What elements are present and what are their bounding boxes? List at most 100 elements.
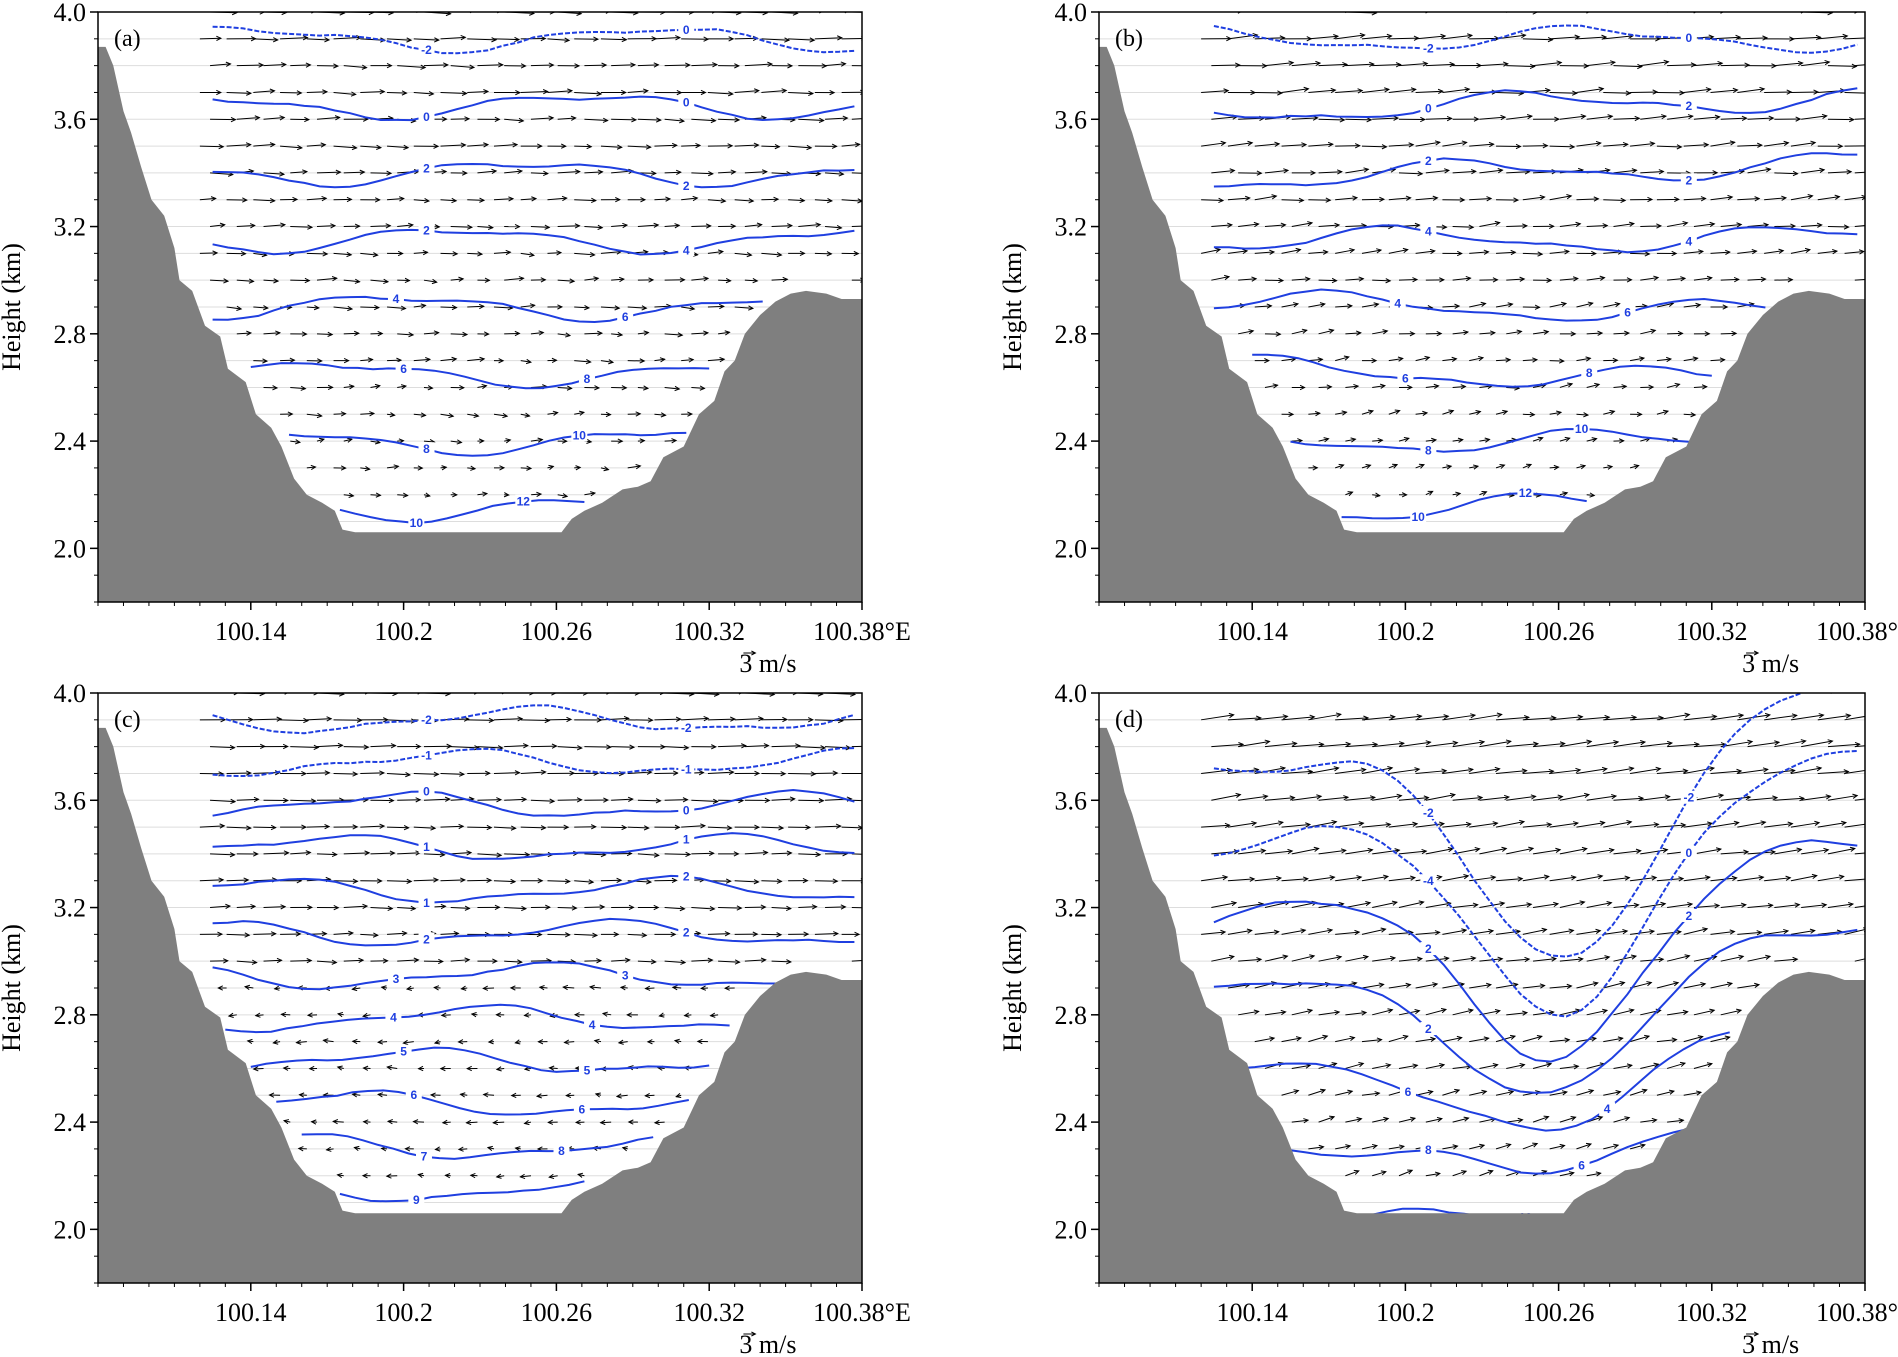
vector-head <box>1483 249 1490 255</box>
vector-head <box>641 305 648 311</box>
vector-head <box>268 1092 275 1098</box>
contour-label: 0 <box>423 784 430 798</box>
wind-vector <box>744 959 766 962</box>
vector-head <box>1818 713 1825 719</box>
wind-vector <box>557 494 568 497</box>
vector-head <box>1386 33 1393 39</box>
wind-vector <box>1318 63 1347 67</box>
wind-vector <box>1790 249 1810 254</box>
vector-head <box>1377 437 1384 444</box>
vector-head <box>1703 142 1710 148</box>
wind-vector <box>1603 664 1638 666</box>
vector-head <box>1641 1088 1648 1094</box>
vector-head <box>440 903 447 910</box>
vector-head <box>1367 409 1375 415</box>
wind-vector <box>1586 693 1590 694</box>
wind-vector <box>1388 1145 1404 1150</box>
vector-head <box>466 664 471 668</box>
wind-vector <box>1372 1171 1386 1177</box>
vector-head <box>818 798 825 804</box>
x-tick-label: 100.2 <box>1376 1298 1435 1327</box>
wind-vector <box>1683 413 1696 416</box>
vector-head <box>590 824 597 830</box>
wind-vector <box>681 825 705 828</box>
vector-head <box>659 357 666 363</box>
wind-vector <box>306 413 322 417</box>
wind-vector <box>1506 958 1530 962</box>
vector-head <box>1275 331 1282 337</box>
wind-vector <box>360 145 381 149</box>
wind-vector <box>1335 305 1352 308</box>
vector-head <box>840 904 847 910</box>
vector-head <box>1580 464 1587 470</box>
vector-head <box>773 196 780 202</box>
vector-head <box>1276 875 1283 882</box>
wind-vector <box>226 306 242 310</box>
vector-head <box>1267 688 1272 692</box>
wind-vector <box>628 666 656 667</box>
vector-head <box>1575 767 1582 774</box>
wind-vector <box>1425 117 1452 120</box>
vector-head <box>1331 277 1338 284</box>
wind-vector <box>236 64 264 67</box>
vector-head <box>495 1066 502 1072</box>
wind-vector <box>1882 691 1898 693</box>
vector-head <box>1513 197 1520 203</box>
wind-vector <box>477 493 487 496</box>
vector-head <box>337 742 344 749</box>
wind-vector <box>1372 901 1397 909</box>
wind-vector <box>708 666 733 667</box>
wind-vector <box>1442 88 1470 93</box>
wind-vector <box>664 960 686 964</box>
vector-head <box>1719 357 1726 363</box>
wind-vector <box>1281 144 1307 147</box>
wind-vector <box>1495 464 1505 469</box>
wind-vector <box>1656 824 1686 828</box>
vector-head <box>1457 635 1462 639</box>
wind-vector <box>1666 383 1680 388</box>
vector-head <box>1762 767 1769 773</box>
vector-head <box>1457 437 1464 443</box>
contour-label: 5 <box>584 1064 591 1078</box>
wind-vector <box>1613 223 1634 228</box>
vector-head <box>212 250 219 256</box>
wind-vector <box>1238 795 1268 801</box>
vector-head <box>1347 1089 1354 1095</box>
vector-head <box>1402 247 1409 254</box>
vector-head <box>734 117 741 123</box>
vector-head <box>1532 1142 1539 1148</box>
wind-vector <box>1693 848 1721 855</box>
wind-vector <box>788 38 815 41</box>
wind-vector <box>253 933 276 935</box>
vector-head <box>842 115 849 121</box>
vector-head <box>1376 248 1383 254</box>
vector-head <box>627 1065 634 1071</box>
vector-head <box>1352 195 1359 201</box>
wind-vector <box>423 440 435 443</box>
vector-head <box>1566 983 1573 989</box>
vector-head <box>405 771 412 778</box>
wind-vector <box>253 199 275 202</box>
vector-head <box>1708 766 1716 772</box>
vector-head <box>1580 661 1585 665</box>
terrain <box>1099 46 1865 602</box>
contour-label-bg <box>617 968 634 982</box>
wind-vector <box>1559 1172 1574 1177</box>
vector-head <box>617 438 624 444</box>
wind-vector <box>1576 930 1601 935</box>
wind-vector <box>761 89 787 93</box>
wind-vector <box>1882 387 1895 388</box>
vector-head <box>223 278 230 284</box>
wind-vector <box>1844 250 1864 254</box>
wind-vector <box>1211 850 1239 855</box>
vector-head <box>440 1012 447 1018</box>
vector-head <box>1649 929 1656 935</box>
vector-head <box>1564 1037 1571 1043</box>
wind-vector <box>1817 771 1849 774</box>
vector-head <box>322 251 329 257</box>
vector-head <box>645 144 652 150</box>
contour-label-bg <box>1599 1102 1616 1116</box>
wind-vector <box>1630 717 1663 721</box>
vector-head <box>1861 194 1865 201</box>
wind-vector <box>1264 1011 1286 1016</box>
